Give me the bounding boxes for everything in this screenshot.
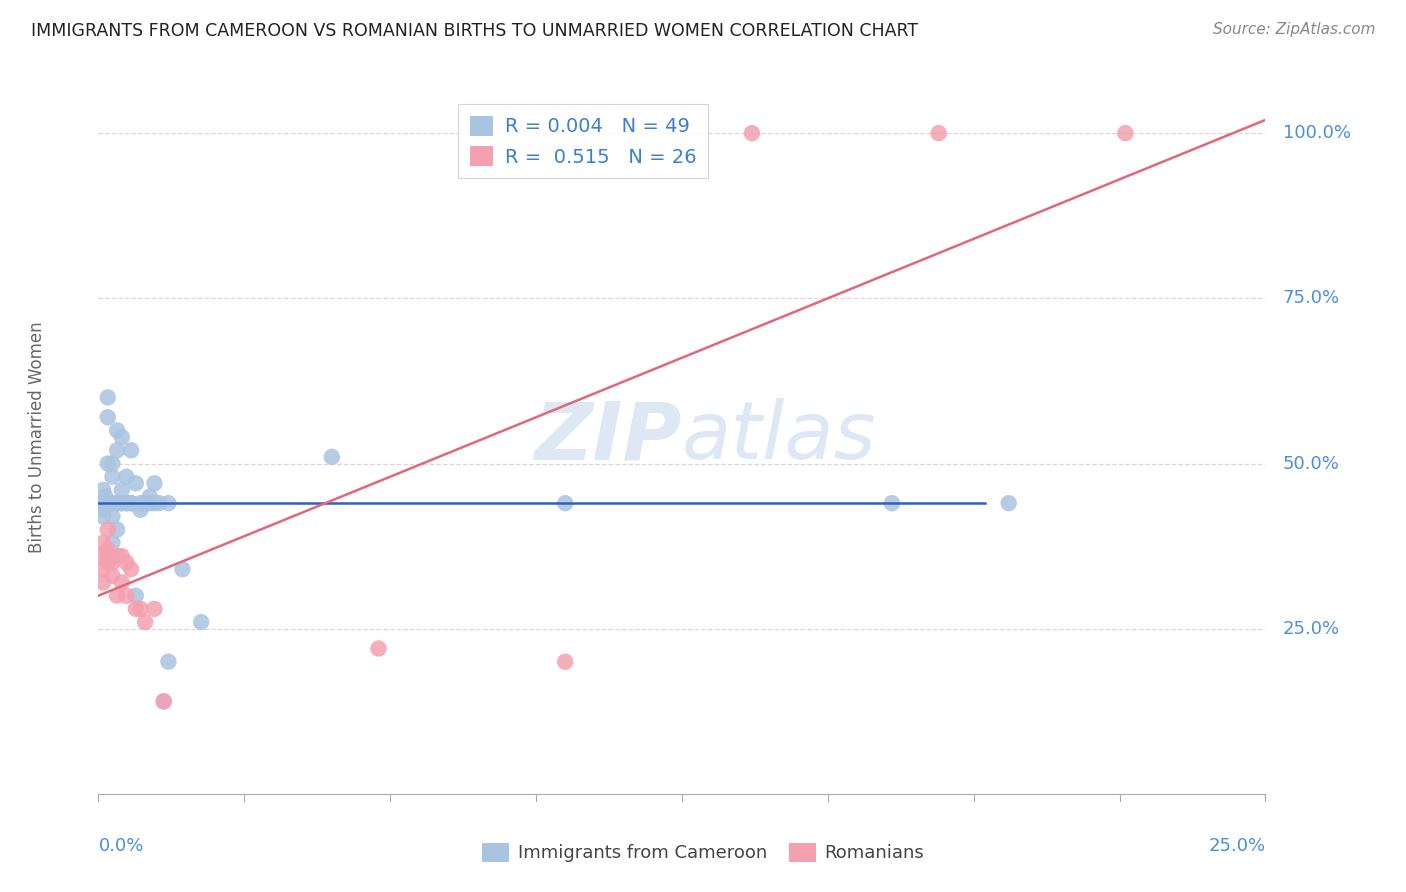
- Point: [91, 562, 114, 576]
- Point: [125, 476, 148, 491]
- Point: [115, 496, 138, 510]
- Text: 50.0%: 50.0%: [1282, 455, 1340, 473]
- Point: [101, 469, 124, 483]
- Point: [97, 410, 120, 425]
- Point: [115, 496, 138, 510]
- Point: [97, 391, 120, 405]
- Point: [97, 549, 120, 563]
- Point: [129, 496, 152, 510]
- Text: 100.0%: 100.0%: [1282, 124, 1351, 142]
- Point: [91, 549, 114, 563]
- Point: [97, 523, 120, 537]
- Point: [134, 496, 156, 510]
- Point: [120, 496, 142, 510]
- Point: [94, 490, 117, 504]
- Text: IMMIGRANTS FROM CAMEROON VS ROMANIAN BIRTHS TO UNMARRIED WOMEN CORRELATION CHART: IMMIGRANTS FROM CAMEROON VS ROMANIAN BIR…: [31, 22, 918, 40]
- Point: [880, 496, 903, 510]
- Point: [91, 483, 114, 497]
- Point: [105, 443, 128, 458]
- Point: [134, 496, 156, 510]
- Point: [125, 602, 148, 616]
- Point: [190, 615, 212, 629]
- Point: [91, 509, 114, 524]
- Point: [143, 602, 166, 616]
- Point: [115, 589, 138, 603]
- Point: [91, 496, 114, 510]
- Point: [101, 496, 124, 510]
- Text: 0.0%: 0.0%: [98, 837, 143, 855]
- Point: [125, 589, 148, 603]
- Point: [105, 549, 128, 563]
- Text: 25.0%: 25.0%: [1208, 837, 1265, 855]
- Text: 25.0%: 25.0%: [1282, 620, 1340, 638]
- Point: [152, 694, 174, 708]
- Text: ZIP: ZIP: [534, 398, 682, 476]
- Point: [105, 589, 128, 603]
- Point: [97, 542, 120, 557]
- Point: [101, 509, 124, 524]
- Point: [101, 457, 124, 471]
- Point: [101, 536, 124, 550]
- Point: [928, 126, 950, 140]
- Point: [129, 602, 152, 616]
- Point: [143, 476, 166, 491]
- Point: [105, 424, 128, 438]
- Point: [120, 496, 142, 510]
- Legend: Immigrants from Cameroon, Romanians: Immigrants from Cameroon, Romanians: [474, 836, 932, 870]
- Point: [111, 430, 134, 444]
- Legend: R = 0.004   N = 49, R =  0.515   N = 26: R = 0.004 N = 49, R = 0.515 N = 26: [458, 104, 709, 178]
- Point: [1114, 126, 1136, 140]
- Point: [115, 469, 138, 483]
- Point: [997, 496, 1019, 510]
- Point: [111, 575, 134, 590]
- Point: [115, 556, 138, 570]
- Point: [129, 502, 152, 516]
- Point: [97, 457, 120, 471]
- Point: [554, 496, 576, 510]
- Point: [111, 483, 134, 497]
- Point: [111, 496, 134, 510]
- Point: [367, 641, 389, 656]
- Text: Births to Unmarried Women: Births to Unmarried Women: [28, 321, 46, 553]
- Text: 75.0%: 75.0%: [1282, 289, 1340, 308]
- Point: [91, 575, 114, 590]
- Point: [111, 549, 134, 563]
- Point: [105, 523, 128, 537]
- Text: atlas: atlas: [682, 398, 877, 476]
- Point: [101, 569, 124, 583]
- Text: Source: ZipAtlas.com: Source: ZipAtlas.com: [1212, 22, 1375, 37]
- Point: [152, 694, 174, 708]
- Point: [143, 496, 166, 510]
- Point: [139, 490, 162, 504]
- Point: [97, 496, 120, 510]
- Point: [172, 562, 194, 576]
- Point: [105, 496, 128, 510]
- Point: [157, 496, 180, 510]
- Point: [148, 496, 170, 510]
- Point: [741, 126, 763, 140]
- Point: [91, 536, 114, 550]
- Point: [321, 450, 343, 464]
- Point: [157, 655, 180, 669]
- Point: [120, 443, 142, 458]
- Point: [97, 556, 120, 570]
- Point: [139, 496, 162, 510]
- Point: [134, 615, 156, 629]
- Point: [111, 496, 134, 510]
- Point: [120, 562, 142, 576]
- Point: [101, 556, 124, 570]
- Point: [91, 502, 114, 516]
- Point: [554, 655, 576, 669]
